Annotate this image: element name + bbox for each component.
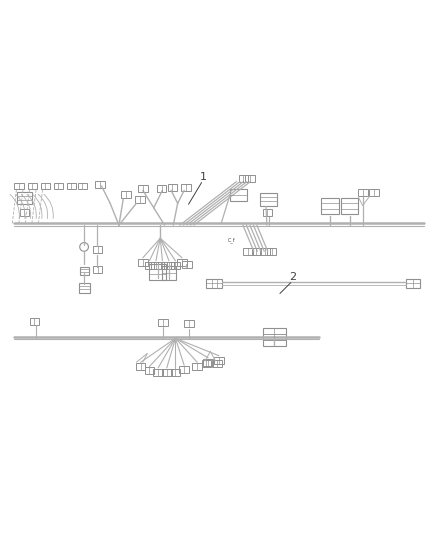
Text: 2: 2: [289, 272, 296, 282]
Bar: [181, 184, 191, 191]
Bar: [245, 175, 254, 182]
Bar: [28, 182, 37, 189]
Bar: [321, 198, 339, 214]
Bar: [201, 360, 211, 367]
Bar: [230, 189, 247, 201]
Bar: [184, 320, 194, 327]
Bar: [149, 264, 166, 279]
Bar: [171, 262, 180, 269]
Bar: [158, 319, 168, 326]
Bar: [78, 182, 87, 189]
Bar: [95, 181, 105, 188]
Bar: [358, 189, 368, 196]
Bar: [145, 262, 154, 269]
Bar: [162, 265, 177, 279]
Bar: [171, 369, 180, 376]
Bar: [262, 209, 272, 216]
Bar: [192, 363, 202, 370]
Bar: [20, 209, 29, 216]
Bar: [214, 357, 224, 364]
Bar: [17, 192, 32, 204]
Bar: [267, 248, 276, 255]
Bar: [135, 196, 145, 203]
Bar: [252, 248, 261, 255]
Bar: [145, 367, 154, 375]
Bar: [14, 182, 24, 189]
Bar: [260, 192, 277, 206]
Bar: [30, 318, 39, 325]
Bar: [203, 359, 213, 366]
Bar: [158, 262, 167, 269]
Bar: [138, 184, 148, 192]
Bar: [93, 266, 102, 273]
Bar: [93, 246, 102, 254]
Text: 1: 1: [199, 172, 206, 182]
Bar: [212, 360, 222, 367]
Bar: [164, 262, 174, 269]
Bar: [138, 259, 148, 265]
Bar: [121, 191, 131, 198]
Bar: [341, 198, 358, 214]
Bar: [180, 366, 189, 373]
Bar: [243, 248, 253, 255]
Bar: [79, 283, 90, 293]
Bar: [162, 369, 172, 376]
Bar: [168, 184, 177, 191]
Bar: [177, 259, 187, 265]
Bar: [369, 189, 379, 196]
Bar: [80, 266, 89, 275]
Bar: [260, 248, 270, 255]
Bar: [182, 261, 191, 268]
Bar: [153, 369, 163, 376]
Bar: [151, 262, 161, 269]
Bar: [262, 328, 286, 346]
Bar: [406, 279, 420, 288]
Bar: [67, 182, 76, 189]
Bar: [157, 184, 166, 192]
Bar: [53, 182, 63, 189]
Bar: [41, 182, 50, 189]
Text: C_f: C_f: [228, 238, 235, 244]
Bar: [136, 363, 145, 370]
Bar: [206, 279, 223, 288]
Bar: [239, 175, 248, 182]
